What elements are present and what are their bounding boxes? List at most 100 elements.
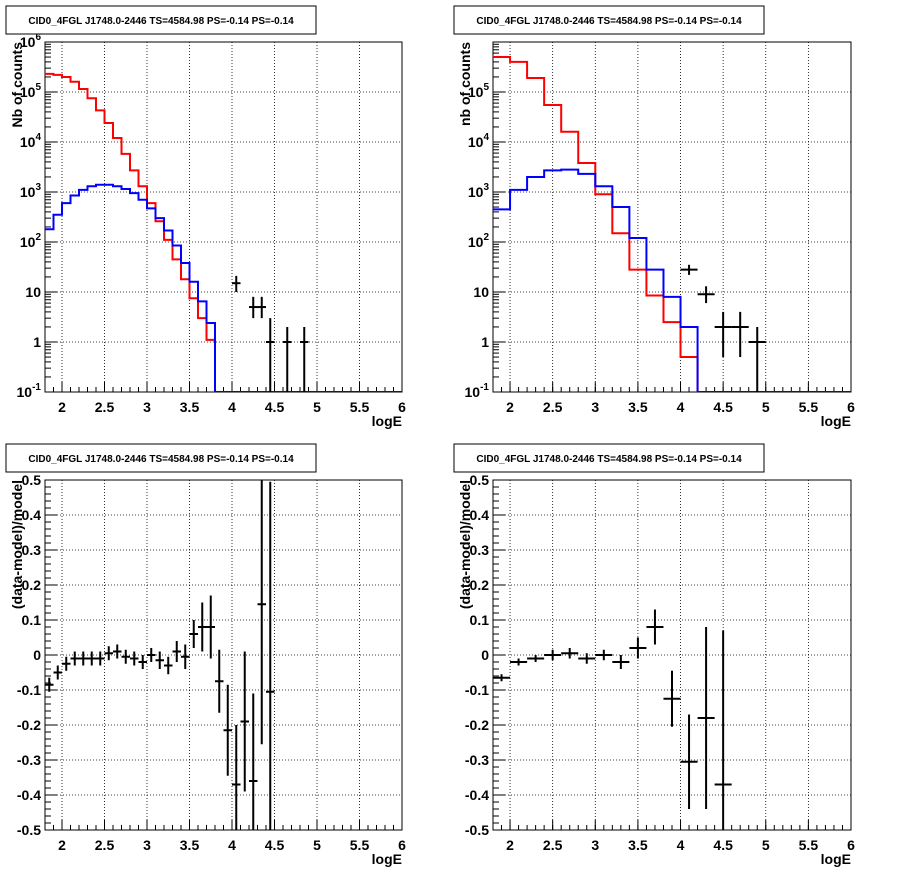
data-point bbox=[714, 630, 732, 830]
data-point bbox=[164, 656, 173, 675]
x-tick-label: 6 bbox=[847, 399, 855, 415]
data-point bbox=[493, 674, 511, 682]
data-layer bbox=[45, 480, 275, 830]
y-tick-label: 105 bbox=[468, 82, 490, 100]
y-tick-label: 104 bbox=[468, 132, 490, 150]
y-tick-label: 1 bbox=[481, 334, 489, 350]
data-layer bbox=[45, 72, 402, 392]
y-tick-label: 10 bbox=[473, 284, 489, 300]
y-tick-label: -0.4 bbox=[17, 787, 41, 803]
y-tick-label: -0.4 bbox=[465, 787, 489, 803]
x-tick-label: 2 bbox=[58, 399, 66, 415]
data-point bbox=[96, 651, 105, 666]
x-axis-title: logE bbox=[821, 413, 851, 429]
data-point bbox=[232, 275, 241, 292]
x-tick-label: 5 bbox=[762, 837, 770, 853]
x-tick-label: 5.5 bbox=[799, 837, 819, 853]
data-point bbox=[113, 644, 122, 659]
x-tick-label: 3.5 bbox=[628, 837, 648, 853]
x-axis-title: logE bbox=[372, 413, 402, 429]
y-axis-title: (data-model)/model bbox=[9, 480, 25, 609]
y-tick-label: 0 bbox=[33, 647, 41, 663]
x-tick-label: 4.5 bbox=[265, 399, 285, 415]
data-point bbox=[232, 725, 241, 830]
data-point bbox=[198, 602, 207, 652]
x-tick-label: 5 bbox=[313, 837, 321, 853]
x-tick-label: 3.5 bbox=[180, 837, 200, 853]
data-point bbox=[629, 637, 647, 659]
data-point bbox=[663, 670, 681, 727]
data-point bbox=[680, 264, 698, 275]
x-tick-label: 6 bbox=[398, 399, 406, 415]
chart-title: CID0_4FGL J1748.0-2446 TS=4584.98 PS=-0.… bbox=[28, 454, 294, 465]
x-tick-label: 3 bbox=[591, 837, 599, 853]
data-point bbox=[266, 318, 275, 392]
x-tick-label: 2 bbox=[506, 837, 514, 853]
y-tick-label: 0.5 bbox=[470, 472, 490, 488]
grid-lines bbox=[45, 42, 402, 392]
chart-panel-4: 2 2.5 3 3.5 4 4.5 5 5.5 6 -0.5 -0.4 -0.3 -0.2 -0.1 0 0.… bbox=[453, 443, 855, 867]
data-point bbox=[215, 649, 224, 713]
x-tick-label: 2 bbox=[506, 399, 514, 415]
x-tick-label: 3 bbox=[143, 837, 151, 853]
chart-title-box bbox=[453, 443, 765, 473]
x-axis-title: logE bbox=[821, 851, 851, 867]
data-point bbox=[79, 651, 88, 666]
y-tick-label: -0.3 bbox=[465, 752, 489, 768]
data-point bbox=[731, 311, 749, 358]
chart-panel-3: 2 2.5 3 3.5 4 4.5 5 5.5 6 -0.5 -0.4 -0.3 -0.2 -0.1 0 0.… bbox=[5, 443, 406, 867]
x-tick-label: 5.5 bbox=[799, 399, 819, 415]
data-point bbox=[240, 651, 249, 792]
y-axis-title: (data-model)/model bbox=[457, 480, 473, 609]
data-point bbox=[266, 481, 275, 830]
data-point bbox=[138, 655, 147, 669]
y-tick-label: 104 bbox=[20, 132, 42, 150]
y-tick-label: 0.4 bbox=[470, 507, 490, 523]
y-tick-label: 0.4 bbox=[22, 507, 42, 523]
y-tick-label: 1 bbox=[33, 334, 41, 350]
data-point bbox=[510, 658, 528, 666]
y-tick-label: -0.5 bbox=[465, 822, 489, 838]
data-point bbox=[748, 326, 766, 392]
y-tick-label: 0.5 bbox=[22, 472, 42, 488]
x-tick-label: 6 bbox=[847, 837, 855, 853]
y-tick-label: 0.3 bbox=[470, 542, 490, 558]
data-point bbox=[697, 627, 715, 809]
chart-panel-1: 2 2.5 3 3.5 4 4.5 5 5.5 6 10-1 1 10 102 103 104 105 106 l… bbox=[5, 5, 406, 429]
y-tick-label: -0.1 bbox=[465, 682, 489, 698]
data-point bbox=[172, 641, 181, 662]
y-tick-label: 0.3 bbox=[22, 542, 42, 558]
x-tick-label: 6 bbox=[398, 837, 406, 853]
x-tick-label: 2.5 bbox=[95, 837, 115, 853]
chart-title-box bbox=[453, 5, 765, 35]
y-tick-label: 102 bbox=[468, 232, 490, 250]
y-tick-label: 106 bbox=[20, 32, 42, 50]
data-point bbox=[283, 326, 292, 392]
data-point bbox=[147, 648, 156, 662]
data-point bbox=[646, 609, 664, 645]
chart-title: CID0_4FGL J1748.0-2446 TS=4584.98 PS=-0.… bbox=[476, 454, 742, 465]
data-point bbox=[53, 665, 62, 680]
y-tick-label: 0 bbox=[481, 647, 489, 663]
data-point bbox=[206, 595, 215, 659]
y-axis-title: Nb of counts bbox=[9, 42, 25, 128]
data-point bbox=[300, 326, 309, 392]
y-tick-label: 10 bbox=[25, 284, 41, 300]
x-tick-label: 5 bbox=[313, 399, 321, 415]
x-tick-label: 2.5 bbox=[95, 399, 115, 415]
data-point bbox=[697, 286, 715, 304]
plot-frame bbox=[44, 41, 403, 393]
data-point bbox=[578, 653, 596, 664]
data-point bbox=[121, 649, 130, 664]
data-point bbox=[595, 649, 613, 661]
y-tick-label: -0.3 bbox=[17, 752, 41, 768]
x-tick-label: 3 bbox=[591, 399, 599, 415]
x-tick-label: 2 bbox=[58, 837, 66, 853]
y-tick-label: -0.2 bbox=[17, 717, 41, 733]
y-tick-label: -0.5 bbox=[17, 822, 41, 838]
data-layer bbox=[493, 609, 732, 830]
x-tick-label: 4 bbox=[228, 837, 236, 853]
x-axis-title: logE bbox=[372, 851, 402, 867]
plot-frame bbox=[492, 41, 852, 393]
